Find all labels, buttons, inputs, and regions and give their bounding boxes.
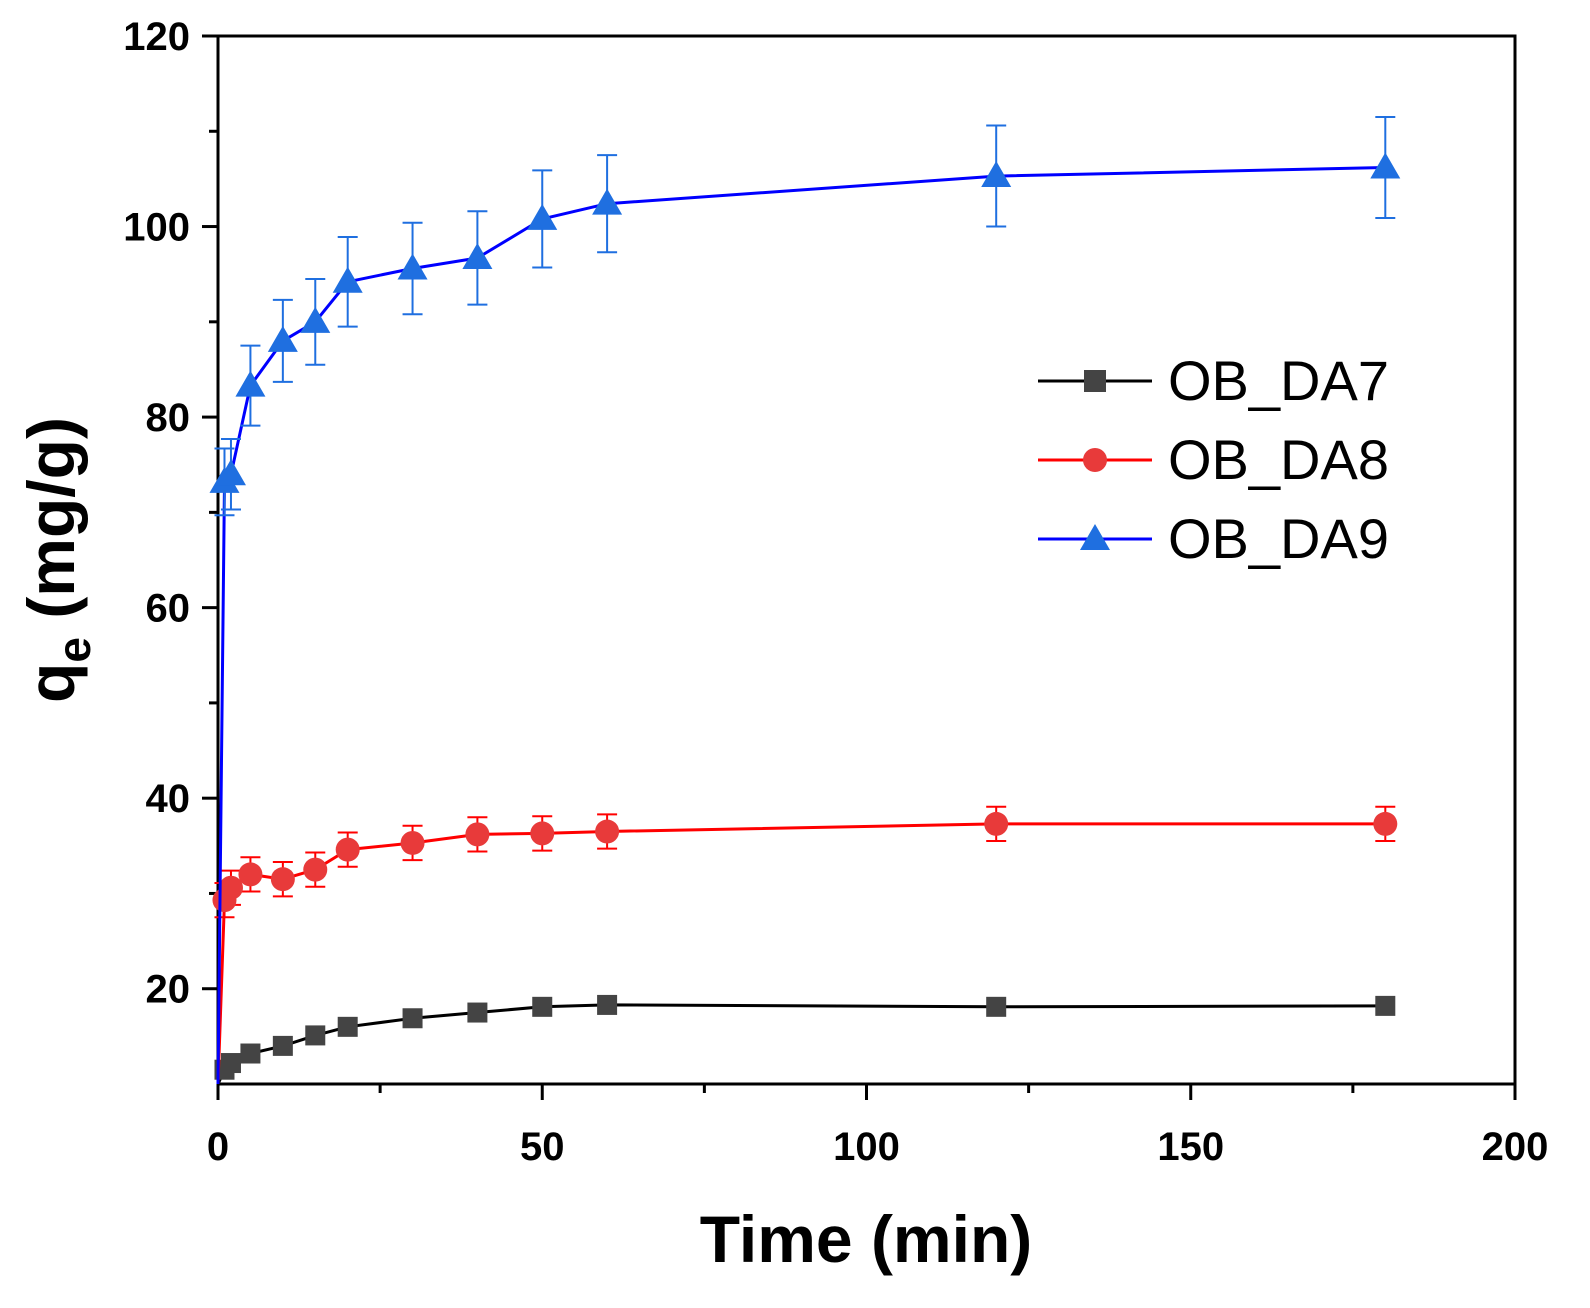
y-tick-label-100: 100 xyxy=(123,206,190,250)
legend: OB_DA7 OB_DA8 OB_DA9 xyxy=(1038,349,1389,570)
legend-marker-ob-da9 xyxy=(1080,524,1110,550)
legend-item-ob-da8: OB_DA8 xyxy=(1038,428,1389,491)
data-point-ob-da8 xyxy=(303,857,328,882)
data-point-ob-da8 xyxy=(465,822,490,847)
data-point-ob-da8 xyxy=(530,821,555,846)
data-point-ob-da7 xyxy=(402,1008,423,1029)
x-tick-label-50: 50 xyxy=(520,1125,565,1169)
y-tick-label-120: 120 xyxy=(123,15,190,59)
series-layer xyxy=(209,115,1401,1085)
legend-label-ob-da8: OB_DA8 xyxy=(1168,428,1389,491)
data-point-ob-da8 xyxy=(270,867,295,892)
legend-item-ob-da7: OB_DA7 xyxy=(1038,349,1389,412)
data-point-ob-da9 xyxy=(1370,152,1401,179)
x-tick-label-0: 0 xyxy=(207,1125,229,1169)
x-axis-title: Time (min) xyxy=(700,1202,1032,1276)
data-point-ob-da7 xyxy=(986,996,1007,1017)
data-point-ob-da7 xyxy=(337,1016,358,1037)
y-axis-title: qe (mg/g) xyxy=(14,417,100,703)
data-point-ob-da8 xyxy=(400,830,425,855)
data-point-ob-da9 xyxy=(267,325,298,352)
y-axis-title-main: q xyxy=(14,663,88,703)
series-ob-da9 xyxy=(209,115,1401,1085)
data-point-ob-da8 xyxy=(335,837,360,862)
axis-ticks: 0 50 100 150 200 20 40 60 80 100 120 xyxy=(123,15,1548,1169)
data-point-ob-da7 xyxy=(532,996,553,1017)
series-line-ob-da7 xyxy=(216,1003,1386,1085)
y-axis-title-subscript: e xyxy=(48,637,100,663)
legend-item-ob-da9: OB_DA9 xyxy=(1038,507,1389,570)
data-point-ob-da7 xyxy=(240,1043,261,1064)
data-point-ob-da9 xyxy=(592,188,623,215)
legend-marker-ob-da7 xyxy=(1084,370,1106,392)
series-ob-da8 xyxy=(212,805,1398,1085)
svg-text:qe (mg/g): qe (mg/g) xyxy=(14,417,100,703)
data-point-ob-da8 xyxy=(595,819,620,844)
data-point-ob-da9 xyxy=(300,306,331,333)
x-tick-label-100: 100 xyxy=(833,1125,900,1169)
data-point-ob-da7 xyxy=(305,1025,326,1046)
data-point-ob-da7 xyxy=(467,1002,488,1023)
y-tick-label-80: 80 xyxy=(146,396,191,440)
series-line-ob-da9 xyxy=(216,166,1386,1085)
data-point-ob-da9 xyxy=(462,242,493,269)
data-point-ob-da9 xyxy=(332,266,363,293)
data-point-ob-da7 xyxy=(272,1035,293,1056)
x-tick-label-150: 150 xyxy=(1157,1125,1224,1169)
data-point-ob-da8 xyxy=(1373,811,1398,836)
y-axis-title-space xyxy=(14,619,88,637)
data-point-ob-da7 xyxy=(220,1053,241,1074)
data-point-ob-da9 xyxy=(215,459,246,486)
y-axis-title-unit: (mg/g) xyxy=(14,417,88,619)
data-point-ob-da8 xyxy=(218,875,243,900)
data-point-ob-da8 xyxy=(238,862,263,887)
legend-label-ob-da9: OB_DA9 xyxy=(1168,507,1389,570)
y-tick-label-20: 20 xyxy=(146,968,191,1012)
series-line-ob-da8 xyxy=(216,822,1386,1085)
y-tick-label-60: 60 xyxy=(146,587,191,631)
y-tick-label-40: 40 xyxy=(146,777,191,821)
x-tick-label-200: 200 xyxy=(1482,1125,1549,1169)
legend-marker-ob-da8 xyxy=(1083,448,1107,472)
data-point-ob-da7 xyxy=(1375,995,1396,1016)
data-point-ob-da9 xyxy=(981,161,1012,188)
data-point-ob-da7 xyxy=(597,994,618,1015)
legend-label-ob-da7: OB_DA7 xyxy=(1168,349,1389,412)
data-point-ob-da8 xyxy=(984,811,1009,836)
data-point-ob-da9 xyxy=(397,253,428,280)
data-point-ob-da9 xyxy=(235,370,266,397)
data-point-ob-da9 xyxy=(527,203,558,230)
series-ob-da7 xyxy=(214,994,1396,1085)
